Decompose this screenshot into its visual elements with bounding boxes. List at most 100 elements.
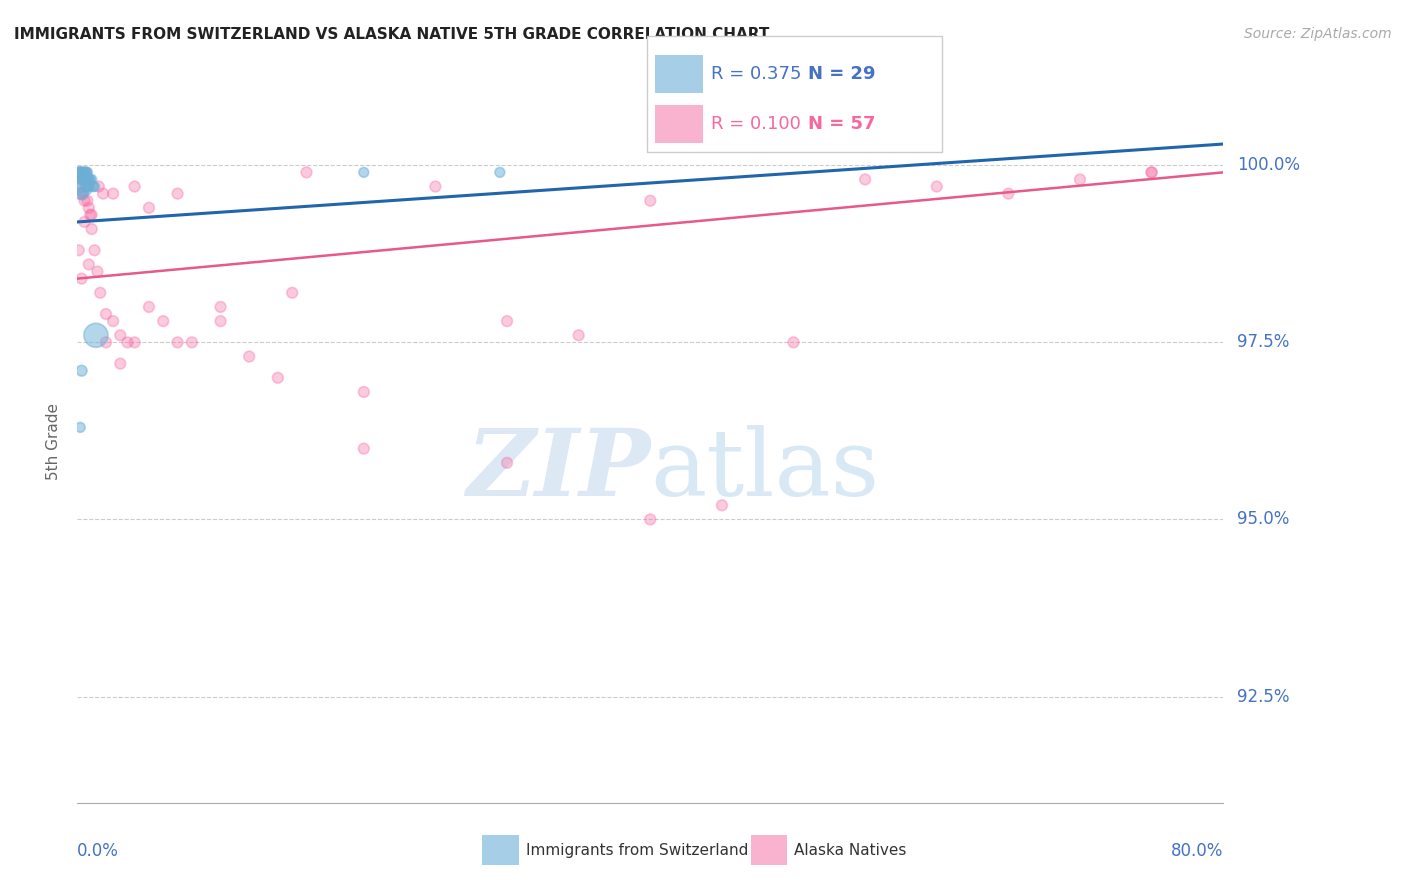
Text: ZIP: ZIP — [465, 425, 651, 516]
Point — [353, 165, 375, 179]
Point — [152, 314, 174, 328]
Point — [295, 165, 318, 179]
Point — [83, 244, 105, 258]
Point — [710, 498, 733, 512]
Point — [138, 201, 160, 215]
Point — [70, 165, 93, 179]
Text: N = 29: N = 29 — [808, 65, 876, 83]
Point — [166, 335, 188, 350]
Point — [73, 215, 96, 229]
Point — [73, 172, 96, 186]
Text: Immigrants from Switzerland: Immigrants from Switzerland — [526, 843, 748, 857]
Point — [69, 165, 91, 179]
Point — [209, 300, 232, 314]
Point — [79, 208, 101, 222]
Point — [75, 179, 97, 194]
Point — [94, 307, 117, 321]
Point — [166, 186, 188, 201]
Point — [77, 172, 100, 186]
Point — [72, 186, 94, 201]
Point — [75, 165, 97, 179]
Point — [77, 179, 100, 194]
Text: 95.0%: 95.0% — [1237, 510, 1289, 528]
Point — [72, 165, 94, 179]
Point — [124, 335, 146, 350]
Point — [101, 186, 124, 201]
Text: Source: ZipAtlas.com: Source: ZipAtlas.com — [1244, 27, 1392, 41]
Point — [110, 328, 132, 343]
Text: 92.5%: 92.5% — [1237, 688, 1289, 706]
Point — [117, 335, 139, 350]
Point — [70, 271, 93, 285]
Point — [640, 194, 662, 208]
Point — [72, 172, 94, 186]
Point — [87, 179, 110, 194]
Point — [496, 314, 519, 328]
Point — [101, 314, 124, 328]
Point — [73, 194, 96, 208]
Text: 0.0%: 0.0% — [77, 842, 120, 860]
Point — [76, 172, 98, 186]
Point — [69, 186, 91, 201]
Y-axis label: 5th Grade: 5th Grade — [46, 403, 62, 480]
Point — [425, 179, 447, 194]
Point — [80, 222, 103, 236]
Point — [73, 165, 96, 179]
Text: IMMIGRANTS FROM SWITZERLAND VS ALASKA NATIVE 5TH GRADE CORRELATION CHART: IMMIGRANTS FROM SWITZERLAND VS ALASKA NA… — [14, 27, 769, 42]
Point — [73, 165, 96, 179]
Text: N = 57: N = 57 — [808, 115, 876, 133]
Point — [1140, 165, 1163, 179]
Point — [94, 335, 117, 350]
Point — [89, 285, 111, 300]
Point — [138, 300, 160, 314]
Point — [110, 357, 132, 371]
Point — [79, 172, 101, 186]
Point — [91, 186, 114, 201]
Point — [267, 371, 290, 385]
Point — [69, 179, 91, 194]
Point — [997, 186, 1019, 201]
Point — [70, 186, 93, 201]
Point — [124, 179, 146, 194]
Text: 97.5%: 97.5% — [1237, 334, 1289, 351]
Point — [496, 456, 519, 470]
Point — [82, 179, 104, 194]
Point — [489, 165, 512, 179]
Point — [1069, 172, 1091, 186]
Text: R = 0.100: R = 0.100 — [711, 115, 801, 133]
Point — [70, 364, 93, 378]
Point — [853, 172, 876, 186]
Point — [76, 194, 98, 208]
Text: atlas: atlas — [651, 425, 880, 516]
Point — [72, 179, 94, 194]
Point — [353, 442, 375, 456]
Point — [209, 314, 232, 328]
Point — [568, 328, 591, 343]
Point — [80, 172, 103, 186]
Point — [640, 512, 662, 526]
Point — [84, 328, 107, 343]
Text: Alaska Natives: Alaska Natives — [794, 843, 907, 857]
Point — [77, 257, 100, 271]
Point — [353, 384, 375, 399]
Text: 80.0%: 80.0% — [1171, 842, 1223, 860]
Point — [77, 201, 100, 215]
Point — [83, 179, 105, 194]
Point — [67, 165, 90, 179]
Point — [238, 350, 260, 364]
Point — [86, 264, 108, 278]
Point — [67, 244, 90, 258]
Point — [76, 165, 98, 179]
Point — [925, 179, 948, 194]
Point — [75, 172, 97, 186]
Point — [80, 208, 103, 222]
Point — [69, 420, 91, 434]
Point — [180, 335, 204, 350]
Point — [281, 285, 304, 300]
Point — [1140, 165, 1163, 179]
Point — [782, 335, 804, 350]
Point — [70, 172, 93, 186]
Point — [75, 165, 97, 179]
Text: R = 0.375: R = 0.375 — [711, 65, 801, 83]
Text: 100.0%: 100.0% — [1237, 156, 1301, 174]
